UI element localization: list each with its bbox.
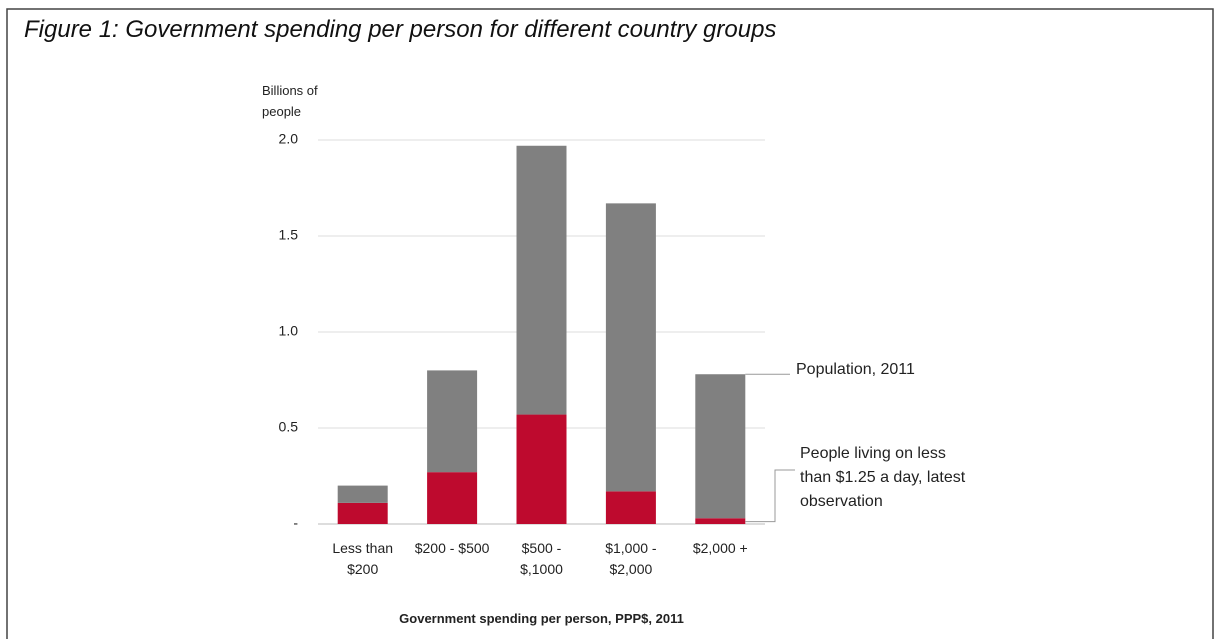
leader-line xyxy=(745,469,795,523)
y-tick-label: - xyxy=(293,515,298,531)
chart-title: Figure 1: Government spending per person… xyxy=(24,16,777,43)
y-tick-label: 2.0 xyxy=(279,131,299,147)
x-tick-label: $2,000 + xyxy=(692,540,748,556)
bar-segment xyxy=(516,414,567,524)
legend-entry: Population, 2011 xyxy=(796,361,915,378)
x-tick-label: $1,000 - $2,000 xyxy=(605,540,657,577)
legend-entry: People living on less than $1.25 a day, … xyxy=(800,445,966,510)
x-tick-label: Less than $200 xyxy=(332,540,394,577)
y-tick-label: 1.0 xyxy=(279,323,299,339)
y-tick-label: 1.5 xyxy=(279,227,299,243)
x-axis-label: Government spending per person, PPP$, 20… xyxy=(399,611,684,626)
bar-segment xyxy=(427,472,478,524)
bar-segment xyxy=(337,485,388,503)
frame xyxy=(6,8,1214,639)
y-axis-label: Billions of people xyxy=(262,83,318,119)
bar-segment xyxy=(427,370,478,473)
x-tick-label: $500 - $,1000 xyxy=(520,540,563,577)
bar-segment xyxy=(695,374,746,519)
y-tick-label: 0.5 xyxy=(279,419,299,435)
bar-segment xyxy=(516,145,567,415)
bar-segment xyxy=(605,203,656,492)
bar-segment xyxy=(605,491,656,524)
x-tick-label: $200 - $500 xyxy=(414,540,490,556)
bar-segment xyxy=(337,502,388,524)
bar-segment xyxy=(695,518,746,524)
